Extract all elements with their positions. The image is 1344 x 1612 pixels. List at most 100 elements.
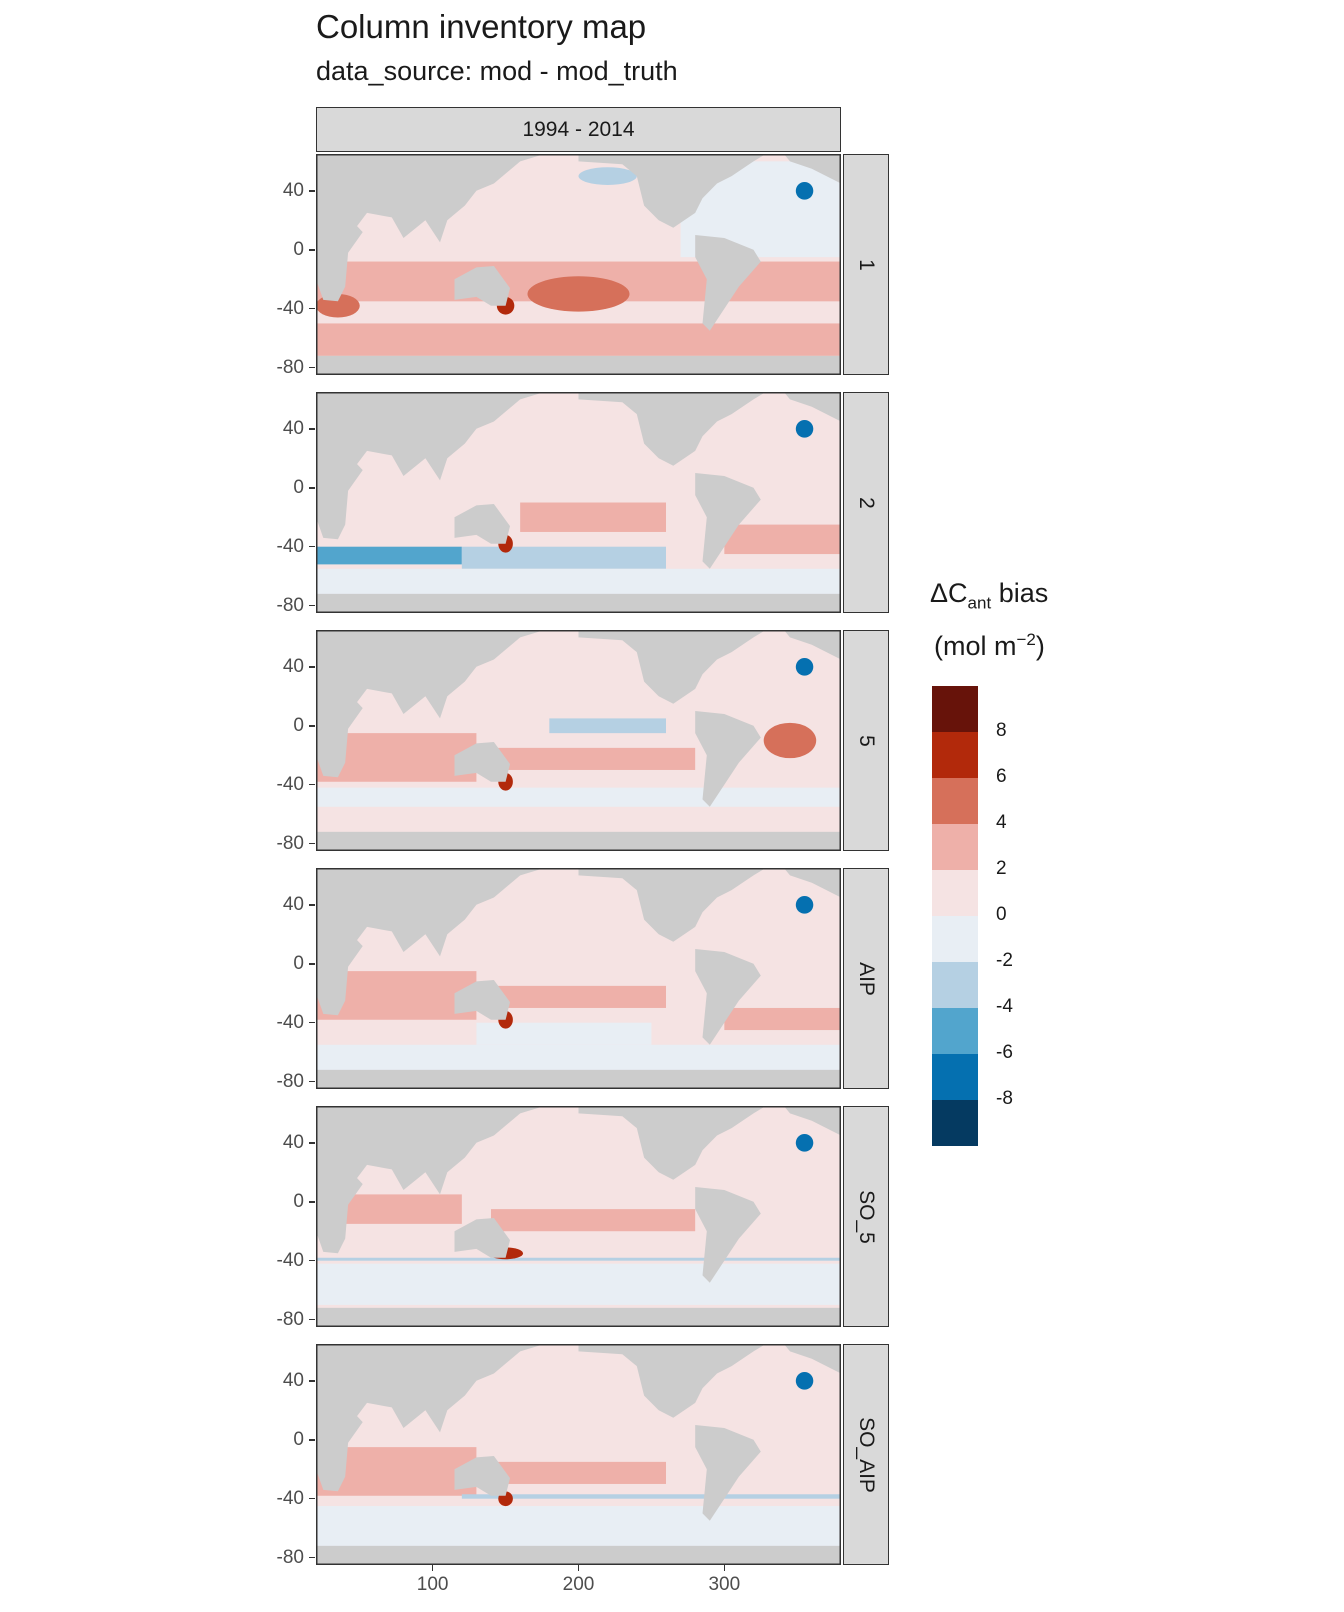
y-tick-mark — [309, 1259, 315, 1262]
map-svg — [316, 630, 841, 851]
legend-color-key — [932, 1008, 978, 1054]
panel-border — [316, 392, 841, 613]
landmass-north-america — [578, 154, 766, 228]
landmass-australia — [454, 1456, 510, 1496]
map-panel-so-aip — [316, 1344, 841, 1565]
bias-blob-gulf-stream — [795, 419, 814, 438]
facet-strip-right: AIP — [843, 868, 889, 1089]
landmass-asia — [316, 154, 545, 243]
landmass-europe — [783, 630, 841, 660]
x-tick-mark — [431, 1565, 434, 1571]
landmass-south-america — [695, 473, 761, 569]
bias-band-south-pacific — [520, 502, 666, 532]
bias-band-southern-ocean — [316, 1506, 841, 1551]
landmass-europe — [783, 1344, 841, 1374]
landmass-antarctica — [316, 1069, 841, 1089]
landmass-europe — [783, 868, 841, 898]
y-tick-mark — [309, 307, 315, 310]
landmass-south-america — [695, 235, 761, 331]
y-tick-mark — [309, 1439, 315, 1441]
legend-color-key — [932, 778, 978, 824]
map-svg — [316, 154, 841, 375]
map-panel-2 — [316, 392, 841, 613]
map-panel-1 — [316, 154, 841, 375]
landmass-asia — [316, 868, 545, 957]
map-panel-so-5 — [316, 1106, 841, 1327]
facet-label-right: 1 — [855, 258, 878, 271]
y-tick-mark — [309, 428, 315, 430]
bias-blob-gulf-stream — [795, 657, 814, 676]
facet-strip-right: 5 — [843, 630, 889, 851]
y-tick-label: 0 — [293, 1428, 304, 1450]
landmass-south-america — [695, 1187, 761, 1283]
bias-band-equatorial-pacific — [549, 718, 666, 734]
landmass-australia — [454, 504, 510, 544]
facet-strip-right: SO_5 — [843, 1106, 889, 1327]
landmass-australia — [454, 266, 510, 306]
landmass-asia — [316, 630, 545, 719]
bias-blob-gulf-stream — [795, 1133, 814, 1152]
bias-band-indian-so — [316, 546, 462, 565]
landmass-north-america — [578, 630, 766, 704]
legend-unit-close: ) — [1035, 631, 1045, 661]
y-tick-label: 0 — [293, 238, 304, 260]
y-tick-label: 40 — [282, 893, 304, 915]
y-tick-mark — [309, 963, 315, 965]
bias-blob-gulf-stream — [795, 1371, 814, 1390]
landmass-south-america — [695, 1425, 761, 1521]
y-tick-label: 0 — [293, 1190, 304, 1212]
x-tick-label: 100 — [416, 1574, 449, 1595]
landmass-antarctica — [316, 831, 841, 851]
legend-title: ΔCant bias — [930, 578, 1048, 613]
facet-strip-right: 2 — [843, 392, 889, 613]
bias-band-antarctic — [316, 568, 841, 599]
y-tick-mark — [309, 1142, 315, 1144]
y-tick-mark — [309, 1080, 315, 1083]
map-panel-5 — [316, 630, 841, 851]
bias-band-south-atlantic — [724, 524, 841, 555]
facet-label-right: AIP — [854, 961, 878, 996]
landmass-africa — [316, 1150, 363, 1254]
legend-title-rest: bias — [991, 578, 1049, 608]
facet-strip-top: 1994 - 2014 — [316, 107, 841, 152]
y-tick-mark — [309, 1497, 315, 1500]
y-tick-label: 40 — [282, 1369, 304, 1391]
landmass-asia — [316, 1344, 545, 1433]
bias-band-south-pacific — [491, 985, 666, 1008]
y-tick-label: 0 — [293, 476, 304, 498]
landmass-africa — [316, 436, 363, 540]
y-tick-label: -40 — [276, 1011, 304, 1033]
facet-label-right: 5 — [855, 734, 878, 747]
x-tick-label: 200 — [562, 1574, 595, 1595]
y-tick-label: 40 — [282, 417, 304, 439]
y-tick-label: -40 — [276, 535, 304, 557]
bias-band-south-pacific — [491, 1209, 696, 1232]
facet-label-right: 2 — [855, 496, 878, 509]
legend-color-key — [932, 962, 978, 1008]
facet-label-right: SO_AIP — [855, 1416, 878, 1493]
legend-label: -4 — [996, 996, 1013, 1017]
bias-line-so-front — [461, 1494, 841, 1499]
y-tick-label: -40 — [276, 297, 304, 319]
landmass-south-america — [695, 711, 761, 807]
bias-band-south-pacific — [491, 747, 696, 770]
y-tick-label: 40 — [282, 1131, 304, 1153]
facet-label-right: SO_5 — [855, 1189, 879, 1244]
bias-band-south-atlantic — [724, 1007, 841, 1031]
legend-label: -8 — [996, 1088, 1013, 1109]
bias-blob-south-pacific — [527, 276, 630, 312]
facet-strip-right: 1 — [843, 154, 889, 375]
legend-title-sub: ant — [967, 593, 992, 613]
y-tick-label: -40 — [276, 1249, 304, 1271]
y-tick-mark — [309, 545, 315, 548]
legend-color-key — [932, 1054, 978, 1100]
legend-label: 6 — [996, 766, 1007, 787]
panel-border — [316, 1106, 841, 1327]
landmass-north-america — [578, 868, 766, 942]
facet-strip-right: SO_AIP — [843, 1344, 889, 1565]
landmass-north-america — [578, 392, 766, 466]
chart-subtitle: data_source: mod - mod_truth — [316, 56, 678, 86]
legend-title-main: ΔC — [930, 578, 968, 608]
legend-label: -2 — [996, 950, 1013, 971]
landmass-africa — [316, 1388, 363, 1492]
